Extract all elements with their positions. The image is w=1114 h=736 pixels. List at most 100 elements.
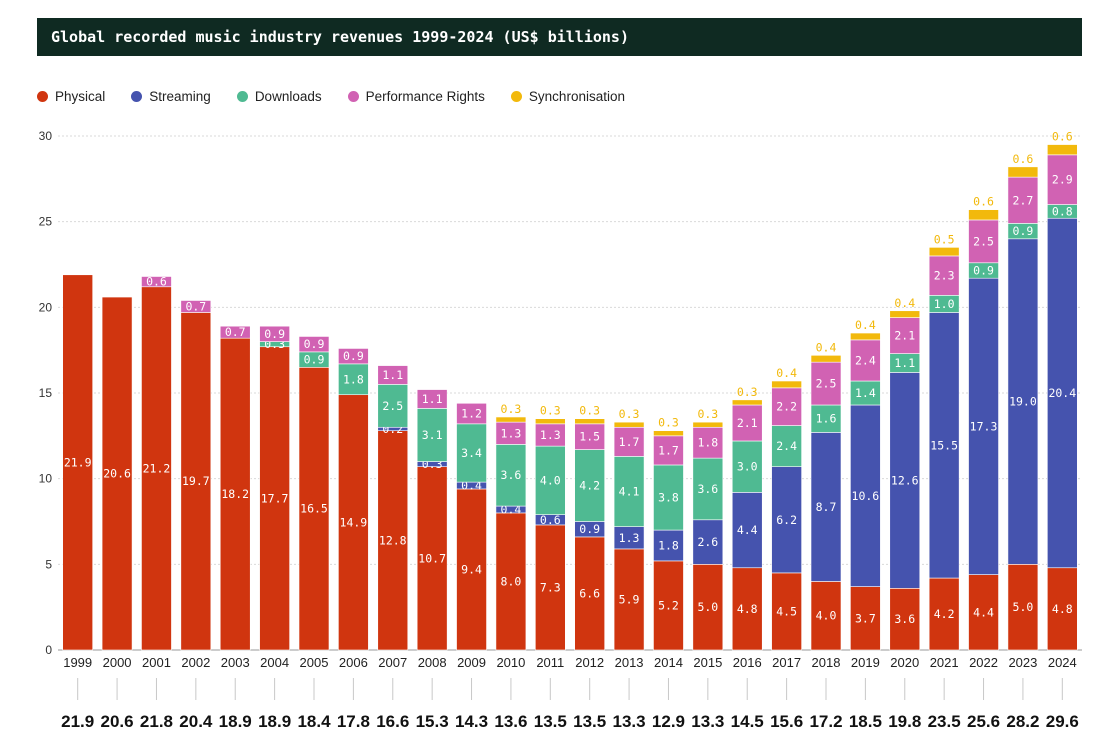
bar-streaming-2014 <box>653 529 684 562</box>
bar-downloads-2007 <box>377 384 409 428</box>
bar-performance-2016 <box>731 404 763 442</box>
total-label-2011: 13.5 <box>534 712 567 731</box>
bar-sync-2020 <box>889 310 921 318</box>
data-label-performance-2016: 2.1 <box>737 416 758 430</box>
data-label-physical-2016: 4.8 <box>737 602 758 616</box>
legend-label-downloads: Downloads <box>254 88 322 104</box>
data-label-downloads-2023: 0.9 <box>1013 224 1034 238</box>
data-label-performance-2013: 1.7 <box>619 435 640 449</box>
data-label-downloads-2019: 1.4 <box>855 386 876 400</box>
bar-sync-2010 <box>495 416 527 423</box>
x-tick-label-2021: 2021 <box>930 655 959 670</box>
data-label-downloads-2016: 3.0 <box>737 460 758 474</box>
data-label-performance-2024: 2.9 <box>1052 173 1073 187</box>
x-tick-label-2001: 2001 <box>142 655 171 670</box>
x-tick-label-2020: 2020 <box>890 655 919 670</box>
data-label-streaming-2017: 6.2 <box>776 513 797 527</box>
bar-downloads-2011 <box>535 445 566 515</box>
data-label-performance-2006: 0.9 <box>343 349 364 363</box>
bar-physical-2003 <box>219 337 251 651</box>
data-label-sync-2017: 0.4 <box>776 366 797 380</box>
data-label-physical-2023: 5.0 <box>1013 600 1034 614</box>
chart-title: Global recorded music industry revenues … <box>37 18 1082 56</box>
data-label-downloads-2024: 0.8 <box>1052 204 1073 218</box>
x-tick-label-2010: 2010 <box>496 655 525 670</box>
bar-streaming-2023 <box>1007 238 1039 565</box>
x-tick-label-2012: 2012 <box>575 655 604 670</box>
data-label-physical-2010: 8.0 <box>501 574 522 588</box>
bar-performance-2022 <box>968 219 999 264</box>
bar-physical-2004 <box>259 346 290 651</box>
bar-physical-2002 <box>180 312 212 651</box>
data-label-physical-1999: 21.9 <box>64 455 92 469</box>
data-label-streaming-2016: 4.4 <box>737 523 758 537</box>
data-label-performance-2020: 2.1 <box>894 329 915 343</box>
bar-downloads-2008 <box>416 408 448 462</box>
bar-physical-2024 <box>1047 567 1078 651</box>
data-label-performance-2008: 1.1 <box>422 392 443 406</box>
bar-streaming-2022 <box>968 277 999 575</box>
x-tick-label-2019: 2019 <box>851 655 880 670</box>
bar-performance-2014 <box>653 435 684 466</box>
y-tick-label-5: 5 <box>45 557 52 571</box>
legend-item-synchronisation: Synchronisation <box>510 89 625 104</box>
bar-sync-2016 <box>731 399 763 406</box>
legend-label-performance-rights: Performance Rights <box>365 88 485 104</box>
total-label-2006: 17.8 <box>337 712 370 731</box>
bar-downloads-2006 <box>338 363 369 396</box>
total-label-2019: 18.5 <box>849 712 882 731</box>
data-label-physical-2005: 16.5 <box>300 502 328 516</box>
total-label-2010: 13.6 <box>494 712 527 731</box>
chart-legend: Physical Streaming Downloads Performance… <box>37 86 651 106</box>
data-label-sync-2012: 0.3 <box>579 404 600 418</box>
x-tick-label-2005: 2005 <box>300 655 329 670</box>
total-label-2012: 13.5 <box>573 712 606 731</box>
data-label-streaming-2018: 8.7 <box>816 500 837 514</box>
data-label-streaming-2012: 0.9 <box>579 522 600 536</box>
y-tick-label-10: 10 <box>39 472 53 486</box>
data-label-downloads-2007: 2.5 <box>382 399 403 413</box>
data-label-downloads-2009: 3.4 <box>461 446 482 460</box>
data-label-physical-2012: 6.6 <box>579 586 600 600</box>
total-label-2004: 18.9 <box>258 712 291 731</box>
data-label-performance-2003: 0.7 <box>225 325 246 339</box>
y-tick-label-30: 30 <box>39 129 53 143</box>
x-tick-label-2015: 2015 <box>693 655 722 670</box>
bar-sync-2012 <box>574 418 605 425</box>
data-label-performance-2023: 2.7 <box>1013 193 1034 207</box>
data-label-performance-2022: 2.5 <box>973 234 994 248</box>
data-label-performance-2011: 1.3 <box>540 428 561 442</box>
legend-label-streaming: Streaming <box>149 88 211 104</box>
y-tick-label-25: 25 <box>39 215 53 229</box>
bar-streaming-2017 <box>771 466 802 574</box>
data-label-physical-2009: 9.4 <box>461 562 482 576</box>
bar-streaming-2020 <box>889 372 921 589</box>
bar-physical-2007 <box>377 430 409 651</box>
bar-physical-1999 <box>62 274 93 651</box>
data-label-downloads-2015: 3.6 <box>697 482 718 496</box>
data-label-physical-2015: 5.0 <box>697 600 718 614</box>
bar-streaming-2019 <box>850 404 881 587</box>
data-label-physical-2000: 20.6 <box>103 467 131 481</box>
bar-sync-2024 <box>1047 144 1078 156</box>
bar-physical-2023 <box>1007 564 1039 651</box>
data-label-physical-2006: 14.9 <box>340 515 368 529</box>
total-label-2017: 15.6 <box>770 712 803 731</box>
data-label-physical-2017: 4.5 <box>776 604 797 618</box>
total-label-2020: 19.8 <box>888 712 921 731</box>
bar-downloads-2010 <box>495 444 527 507</box>
data-label-sync-2023: 0.6 <box>1013 152 1034 166</box>
y-tick-label-0: 0 <box>45 643 52 657</box>
bar-performance-2024 <box>1047 154 1078 205</box>
data-label-physical-2024: 4.8 <box>1052 602 1073 616</box>
total-label-2015: 13.3 <box>691 712 724 731</box>
data-label-performance-2004: 0.9 <box>264 327 285 341</box>
bar-sync-2014 <box>653 430 684 437</box>
legend-dot-streaming <box>131 90 143 102</box>
bar-performance-2012 <box>574 423 605 450</box>
x-tick-label-1999: 1999 <box>63 655 92 670</box>
bar-downloads-2009 <box>456 423 487 483</box>
data-label-downloads-2005: 0.9 <box>304 353 325 367</box>
data-label-sync-2014: 0.3 <box>658 416 679 430</box>
